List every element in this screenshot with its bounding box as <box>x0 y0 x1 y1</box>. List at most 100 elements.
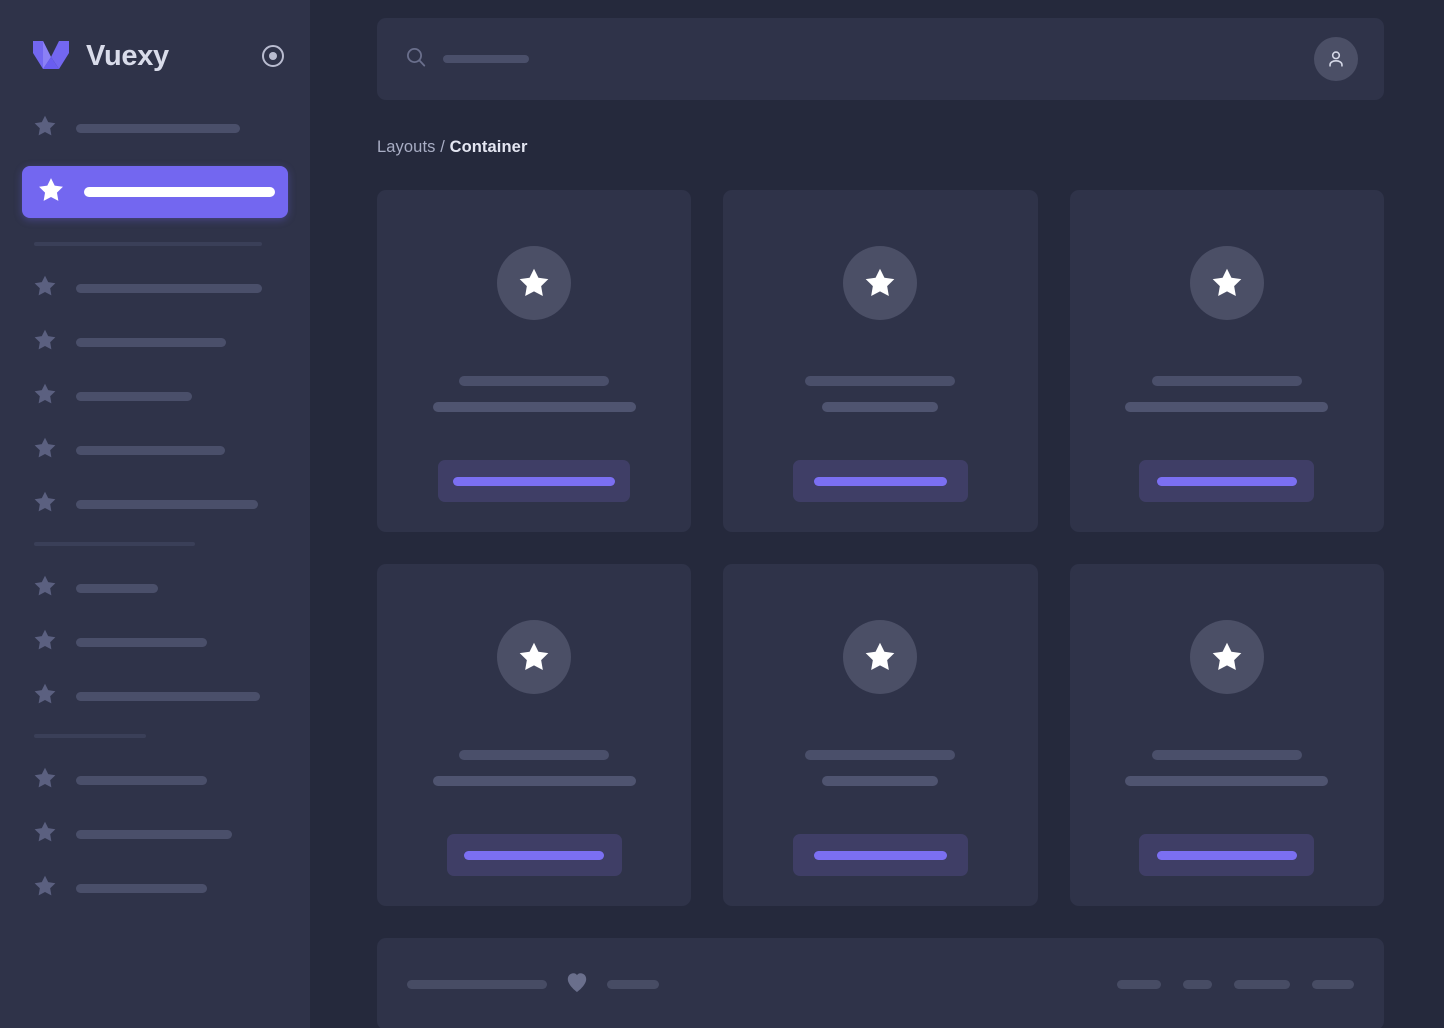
card[interactable] <box>377 564 692 906</box>
card-action-button-label <box>813 476 947 486</box>
star-icon <box>32 573 58 604</box>
sidebar-item-label <box>76 775 207 785</box>
card-action-button[interactable] <box>792 460 968 502</box>
star-icon <box>32 273 58 304</box>
card-avatar <box>497 246 572 320</box>
sidebar-item-12[interactable] <box>22 872 288 904</box>
card[interactable] <box>1069 564 1384 906</box>
topbar <box>377 18 1384 100</box>
footer-link-bar[interactable] <box>1312 979 1354 989</box>
vuexy-v-logo-icon <box>32 39 70 73</box>
card-title-bar <box>1151 376 1302 386</box>
card-action-button-label <box>1156 850 1297 860</box>
sidebar-item-label <box>76 583 158 593</box>
footer-link-bar[interactable] <box>1183 979 1212 989</box>
sidebar-item-1-active[interactable] <box>22 166 288 218</box>
sidebar-nav <box>0 112 310 904</box>
star-icon <box>36 175 66 210</box>
footer <box>377 938 1384 1028</box>
star-icon <box>32 327 58 358</box>
sidebar-item-3[interactable] <box>22 326 288 358</box>
search-icon <box>405 46 427 73</box>
sidebar-item-label <box>76 337 226 347</box>
card-subtitle-bar <box>432 402 636 412</box>
sidebar-item-6[interactable] <box>22 488 288 520</box>
sidebar: Vuexy <box>0 0 310 1028</box>
sidebar-item-label <box>76 637 207 647</box>
card-grid <box>377 190 1384 906</box>
card-action-button-label <box>464 850 605 860</box>
sidebar-nav-group <box>22 734 288 904</box>
sidebar-item-label <box>76 691 260 701</box>
card-avatar <box>1189 620 1264 694</box>
sidebar-nav-group <box>22 112 288 218</box>
footer-link-bar[interactable] <box>1234 979 1290 989</box>
sidebar-item-0[interactable] <box>22 112 288 144</box>
footer-link-bar[interactable] <box>1117 979 1161 989</box>
card-avatar <box>843 246 918 320</box>
footer-text-bar <box>407 979 547 989</box>
sidebar-item-5[interactable] <box>22 434 288 466</box>
card-action-button[interactable] <box>792 834 968 876</box>
card-subtitle-bar <box>822 776 939 786</box>
card[interactable] <box>723 190 1038 532</box>
card-action-button[interactable] <box>438 460 631 502</box>
star-icon <box>32 489 58 520</box>
sidebar-item-2[interactable] <box>22 272 288 304</box>
card-subtitle-bar <box>1125 776 1329 786</box>
card-action-button-label <box>453 476 616 486</box>
heart-icon <box>565 971 589 998</box>
card-title-bar <box>805 376 956 386</box>
sidebar-nav-group <box>22 542 288 712</box>
footer-left-group <box>407 971 659 998</box>
sidebar-item-label <box>76 123 240 133</box>
card-avatar <box>843 620 918 694</box>
breadcrumb-parent[interactable]: Layouts <box>377 138 436 156</box>
sidebar-item-8[interactable] <box>22 626 288 658</box>
card-action-button[interactable] <box>446 834 622 876</box>
star-icon <box>32 113 58 144</box>
main-content: Layouts / Container <box>310 0 1444 1028</box>
sidebar-item-9[interactable] <box>22 680 288 712</box>
star-icon <box>32 435 58 466</box>
star-icon <box>32 765 58 796</box>
sidebar-item-label <box>76 391 192 401</box>
brand[interactable]: Vuexy <box>32 39 260 73</box>
sidebar-section-divider <box>34 542 195 546</box>
card[interactable] <box>1069 190 1384 532</box>
card-title-bar <box>459 750 610 760</box>
card[interactable] <box>377 190 692 532</box>
sidebar-item-11[interactable] <box>22 818 288 850</box>
card-action-button-label <box>1156 476 1297 486</box>
sidebar-item-label <box>76 883 207 893</box>
footer-text-bar <box>607 979 659 989</box>
star-icon <box>32 381 58 412</box>
star-icon <box>32 681 58 712</box>
brand-name: Vuexy <box>86 39 169 72</box>
sidebar-section-divider <box>34 734 146 738</box>
card-action-button-label <box>813 850 947 860</box>
user-avatar-icon[interactable] <box>1314 37 1358 81</box>
card-subtitle-bar <box>1125 402 1329 412</box>
card-title-bar <box>1151 750 1302 760</box>
card-action-button[interactable] <box>1139 834 1315 876</box>
sidebar-item-label <box>84 187 275 197</box>
card-avatar <box>497 620 572 694</box>
card-avatar <box>1189 246 1264 320</box>
card[interactable] <box>723 564 1038 906</box>
breadcrumb: Layouts / Container <box>377 138 1384 157</box>
star-icon <box>32 627 58 658</box>
star-icon <box>32 819 58 850</box>
card-title-bar <box>805 750 956 760</box>
sidebar-item-10[interactable] <box>22 764 288 796</box>
sidebar-item-4[interactable] <box>22 380 288 412</box>
sidebar-header: Vuexy <box>0 0 310 112</box>
radio-circle-icon[interactable] <box>260 43 286 69</box>
footer-right-group <box>1117 979 1354 989</box>
search-input[interactable] <box>405 46 1314 73</box>
sidebar-item-7[interactable] <box>22 572 288 604</box>
card-action-button[interactable] <box>1139 460 1315 502</box>
sidebar-section-divider <box>34 242 262 246</box>
sidebar-item-label <box>76 499 258 509</box>
